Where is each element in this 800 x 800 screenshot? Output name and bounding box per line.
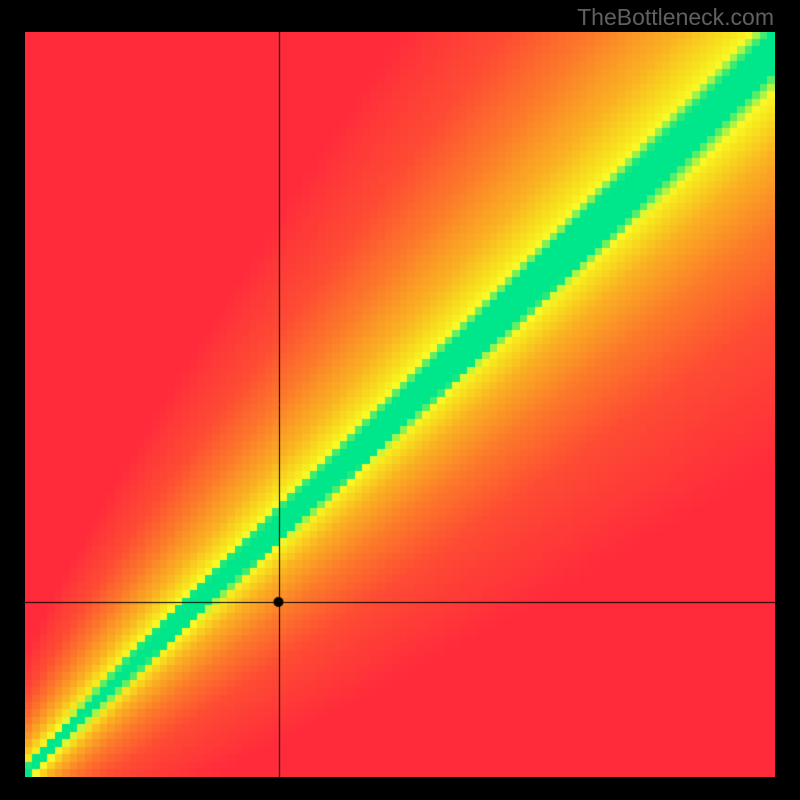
chart-container: TheBottleneck.com — [0, 0, 800, 800]
watermark-text: TheBottleneck.com — [577, 4, 774, 31]
bottleneck-heatmap — [25, 32, 775, 777]
